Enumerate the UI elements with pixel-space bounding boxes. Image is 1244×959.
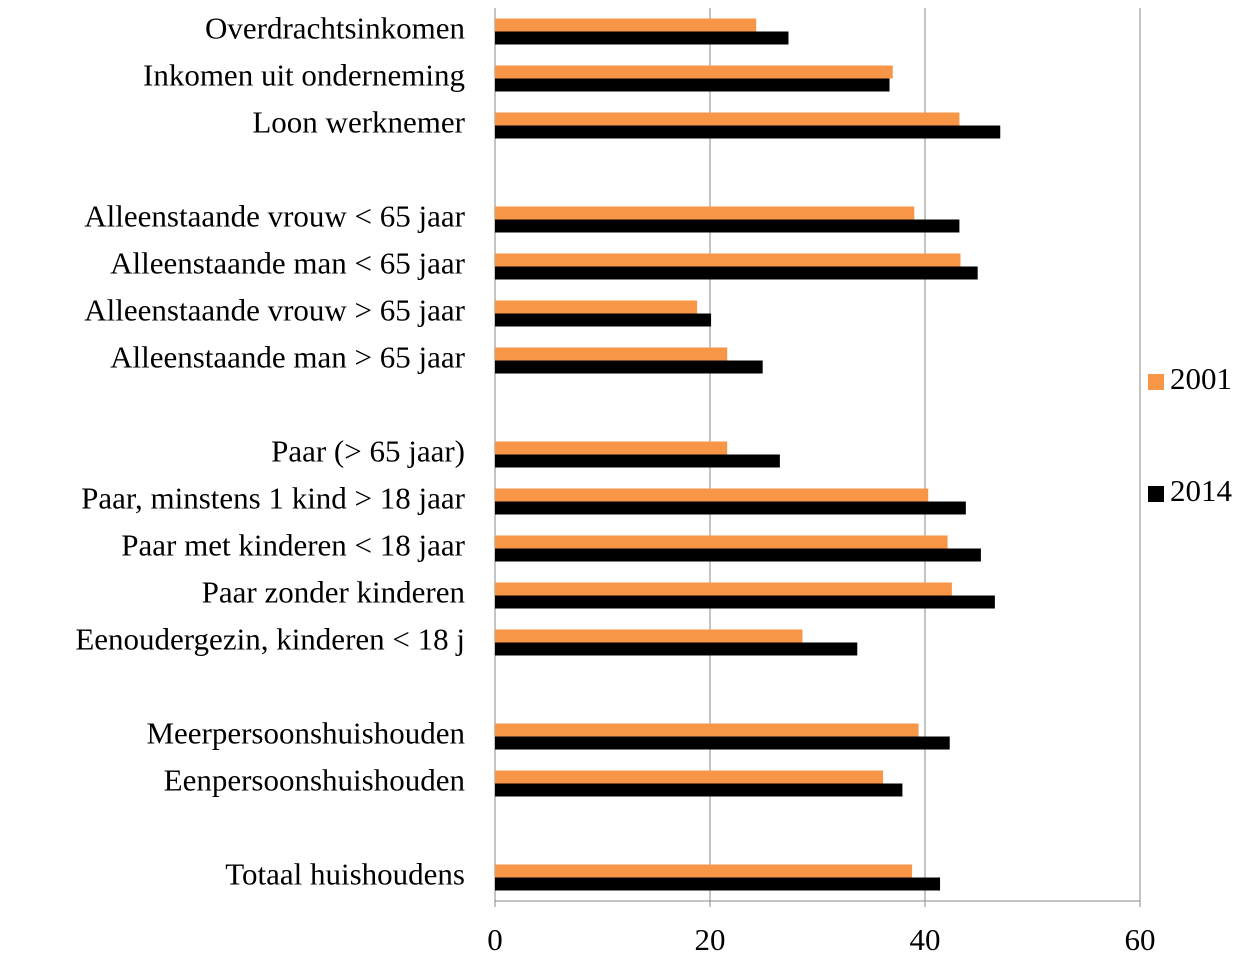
bar	[495, 582, 952, 596]
y-tick-label: Inkomen uit onderneming	[143, 58, 465, 93]
bar	[495, 78, 890, 92]
bar	[495, 488, 929, 502]
bar	[495, 441, 728, 455]
bar	[495, 864, 913, 878]
bar	[495, 770, 884, 784]
y-tick-label: Paar met kinderen < 18 jaar	[121, 528, 465, 563]
bar	[495, 313, 712, 327]
legend-label: 2014	[1170, 473, 1233, 508]
bar	[495, 112, 960, 126]
bar	[495, 65, 893, 79]
bar	[495, 595, 995, 609]
bar	[495, 642, 858, 656]
bar	[495, 501, 966, 515]
bar	[495, 18, 757, 32]
legend-label: 2001	[1170, 361, 1232, 396]
y-tick-label: Alleenstaande man > 65 jaar	[110, 340, 466, 375]
bar	[495, 347, 728, 361]
bar	[495, 253, 961, 267]
y-tick-label: Alleenstaande man < 65 jaar	[110, 246, 466, 281]
x-tick-label: 20	[695, 922, 726, 957]
y-tick-label: Alleenstaande vrouw < 65 jaar	[84, 199, 465, 234]
bar	[495, 877, 941, 891]
bar	[495, 206, 915, 220]
bar	[495, 125, 1001, 139]
bar	[495, 300, 698, 314]
bar	[495, 629, 803, 643]
y-tick-label: Overdrachtsinkomen	[205, 11, 465, 46]
y-tick-label: Loon werknemer	[252, 105, 465, 140]
y-tick-label: Paar (> 65 jaar)	[271, 434, 465, 469]
y-tick-label: Eenpersoonshuishouden	[164, 763, 466, 798]
y-tick-label: Alleenstaande vrouw > 65 jaar	[84, 293, 465, 328]
bar	[495, 31, 789, 45]
bar	[495, 266, 978, 280]
x-tick-label: 0	[487, 922, 503, 957]
bar	[495, 360, 763, 374]
legend-swatch	[1148, 486, 1164, 502]
bar	[495, 736, 950, 750]
bar	[495, 219, 960, 233]
y-tick-label: Paar, minstens 1 kind > 18 jaar	[81, 481, 466, 516]
legend-swatch	[1148, 374, 1164, 390]
y-tick-label: Totaal huishoudens	[225, 857, 465, 892]
bar	[495, 723, 919, 737]
bar	[495, 783, 903, 797]
x-tick-label: 60	[1125, 922, 1156, 957]
y-tick-label: Paar zonder kinderen	[202, 575, 466, 610]
x-tick-label: 40	[910, 922, 941, 957]
bar	[495, 548, 981, 562]
bar	[495, 535, 948, 549]
y-tick-label: Eenoudergezin, kinderen < 18 j	[75, 622, 465, 657]
bar	[495, 454, 780, 468]
y-tick-label: Meerpersoonshuishouden	[146, 716, 465, 751]
